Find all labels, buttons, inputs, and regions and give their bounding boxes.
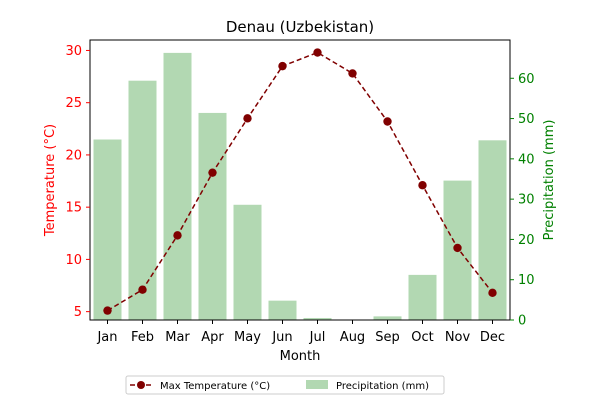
temperature-point	[173, 231, 182, 240]
x-tick-label: Jul	[309, 330, 326, 345]
right-y-tick-label: 60	[518, 72, 535, 87]
temperature-point	[418, 181, 427, 190]
right-y-tick-label: 0	[518, 314, 526, 329]
legend-box	[125, 375, 445, 395]
x-tick-label: Jan	[96, 330, 117, 345]
precipitation-bar	[268, 300, 297, 320]
temperature-series-line	[107, 51, 494, 312]
precipitation-bar	[303, 317, 332, 320]
temperature-point	[383, 117, 392, 126]
temperature-point	[138, 285, 147, 294]
left-y-tick-label: 5	[74, 305, 82, 320]
right-y-tick-label: 40	[518, 152, 535, 167]
temperature-point	[488, 288, 497, 298]
precipitation-bar	[233, 204, 262, 320]
x-tick-label: Nov	[445, 330, 471, 345]
legend-label-temperature: Max Temperature (°C)	[160, 381, 270, 392]
left-axis-label: Temperature (°C)	[43, 124, 58, 237]
temperature-point	[243, 114, 252, 123]
left-y-tick-label: 15	[65, 201, 82, 216]
temperature-point	[278, 61, 287, 71]
x-tick-label: May	[234, 330, 261, 345]
right-y-tick-label: 10	[518, 273, 535, 288]
left-y-tick-label: 25	[65, 96, 82, 111]
axes: Jan Feb Mar Apr May Jun Jul Aug Sep Oct Nov Dec 5 10 1…	[65, 39, 535, 345]
precipitation-bar	[198, 112, 227, 320]
left-y-tick-label: 30	[65, 44, 82, 59]
x-tick-label: Jun	[271, 330, 292, 345]
legend-label-precipitation: Precipitation (mm)	[336, 381, 429, 392]
x-tick-label: Mar	[165, 330, 190, 345]
temperature-point	[348, 69, 357, 78]
x-tick-label: Oct	[411, 330, 433, 345]
x-tick-label: Dec	[480, 330, 505, 345]
right-axis-label: Precipitation (mm)	[542, 120, 557, 241]
x-tick-label: Apr	[201, 330, 224, 345]
chart-title: Denau (Uzbekistan)	[226, 18, 374, 36]
temperature-line	[103, 48, 497, 315]
x-tick-label: Sep	[375, 330, 400, 345]
precipitation-bar	[128, 80, 157, 321]
legend-bar-swatch	[306, 380, 328, 389]
right-y-tick-label: 30	[518, 193, 535, 208]
precipitation-bar	[373, 316, 402, 320]
precipitation-bar	[408, 274, 437, 320]
precipitation-bar	[163, 52, 192, 320]
temperature-point	[313, 48, 322, 57]
left-y-tick-label: 10	[65, 253, 82, 268]
right-y-tick-label: 20	[518, 233, 535, 248]
plot-frame	[89, 39, 511, 321]
precipitation-bars	[93, 52, 507, 321]
x-tick-label: Feb	[131, 330, 154, 345]
right-y-tick-label: 50	[518, 112, 535, 127]
left-y-tick-label: 20	[65, 148, 82, 163]
x-tick-label: Aug	[340, 330, 365, 345]
temperature-point	[208, 168, 217, 177]
temperature-point	[103, 306, 112, 315]
temperature-point	[453, 243, 462, 253]
x-axis-label: Month	[280, 349, 321, 364]
precipitation-bar	[93, 139, 122, 320]
legend-line-marker	[137, 381, 145, 389]
legend: Max Temperature (°C) Precipitation (mm)	[125, 375, 445, 395]
